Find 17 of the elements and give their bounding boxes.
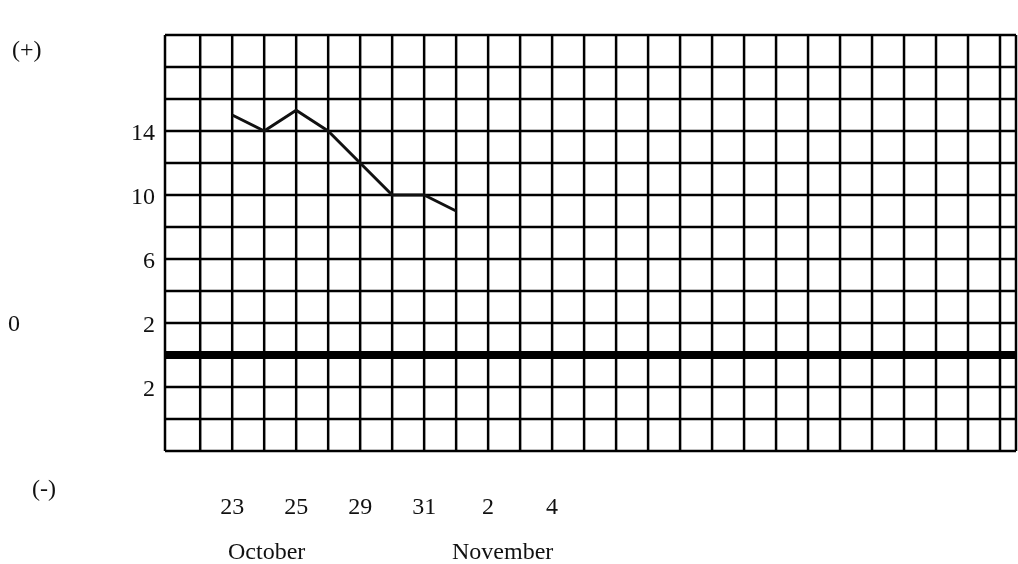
x-tick-label: 4 bbox=[546, 493, 559, 520]
text: November bbox=[452, 538, 554, 564]
x-tick-label: 31 bbox=[412, 493, 437, 520]
text: October bbox=[228, 538, 306, 564]
x-tick-label: 25 bbox=[284, 493, 309, 520]
text: (-) bbox=[32, 475, 56, 502]
line-series bbox=[230, 108, 458, 213]
y-tick-label: 6 bbox=[143, 246, 155, 273]
x-tick-label: 29 bbox=[348, 493, 373, 520]
y-tick-label: 10 bbox=[131, 182, 155, 209]
y-tick-label: 14 bbox=[131, 118, 155, 145]
y-tick-label: 2 bbox=[143, 310, 155, 337]
y-tick-label: 2 bbox=[143, 374, 155, 401]
x-tick-label: 2 bbox=[482, 493, 495, 520]
text: (+) bbox=[12, 36, 42, 63]
text: 0 bbox=[8, 310, 20, 337]
x-tick-label: 23 bbox=[220, 493, 245, 520]
